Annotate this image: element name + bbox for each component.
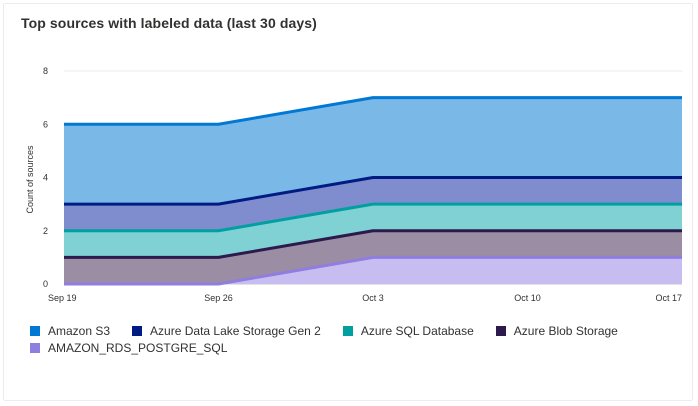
legend-swatch [30,326,40,336]
legend-swatch [495,326,506,336]
line-azure-data-lake-storage-gen-2 [64,176,682,206]
legend-label: Azure Data Lake Storage Gen 2 [150,324,321,338]
legend-swatch [30,343,40,353]
legend-swatch [342,326,353,336]
legend-label: Amazon S3 [48,324,111,338]
line-amazon-s3 [64,96,682,126]
y-tick-label: 0 [43,279,48,289]
legend-swatch [132,326,143,336]
y-axis-title: Count of sources [25,145,35,214]
y-tick-label: 8 [43,66,48,76]
legend-item[interactable]: AMAZON_RDS_POSTGRE_SQL [30,340,227,356]
area-amazon-rds-postgre-sql [64,257,682,284]
legend-item[interactable]: Azure Blob Storage [495,323,618,339]
legend-label: Azure SQL Database [360,324,474,338]
y-tick-label: 4 [43,173,48,183]
y-tick-label: 2 [43,226,48,236]
line-amazon-rds-postgre-sql [64,255,682,286]
legend-item[interactable]: Azure SQL Database [342,323,474,339]
x-tick-label: Oct 3 [362,293,384,303]
x-tick-label: Sep 26 [204,293,233,303]
legend-item[interactable]: Amazon S3 [30,323,110,339]
legend-label: Azure Blob Storage [513,324,618,338]
x-tick-label: Oct 17 [655,293,682,303]
legend-item[interactable]: Azure Data Lake Storage Gen 2 [132,323,321,339]
line-azure-sql-database [64,202,682,233]
chart-legend: Amazon S3 Azure Data Lake Storage Gen 2 Az… [30,323,670,357]
x-tick-label: Sep 19 [48,293,77,303]
chart-title: Top sources with labeled data (last 30 d… [21,15,317,31]
line-azure-blob-storage [64,229,682,259]
y-tick-label: 6 [43,119,48,129]
legend-label: AMAZON_RDS_POSTGRE_SQL [48,341,228,355]
x-tick-label: Oct 10 [514,293,541,303]
